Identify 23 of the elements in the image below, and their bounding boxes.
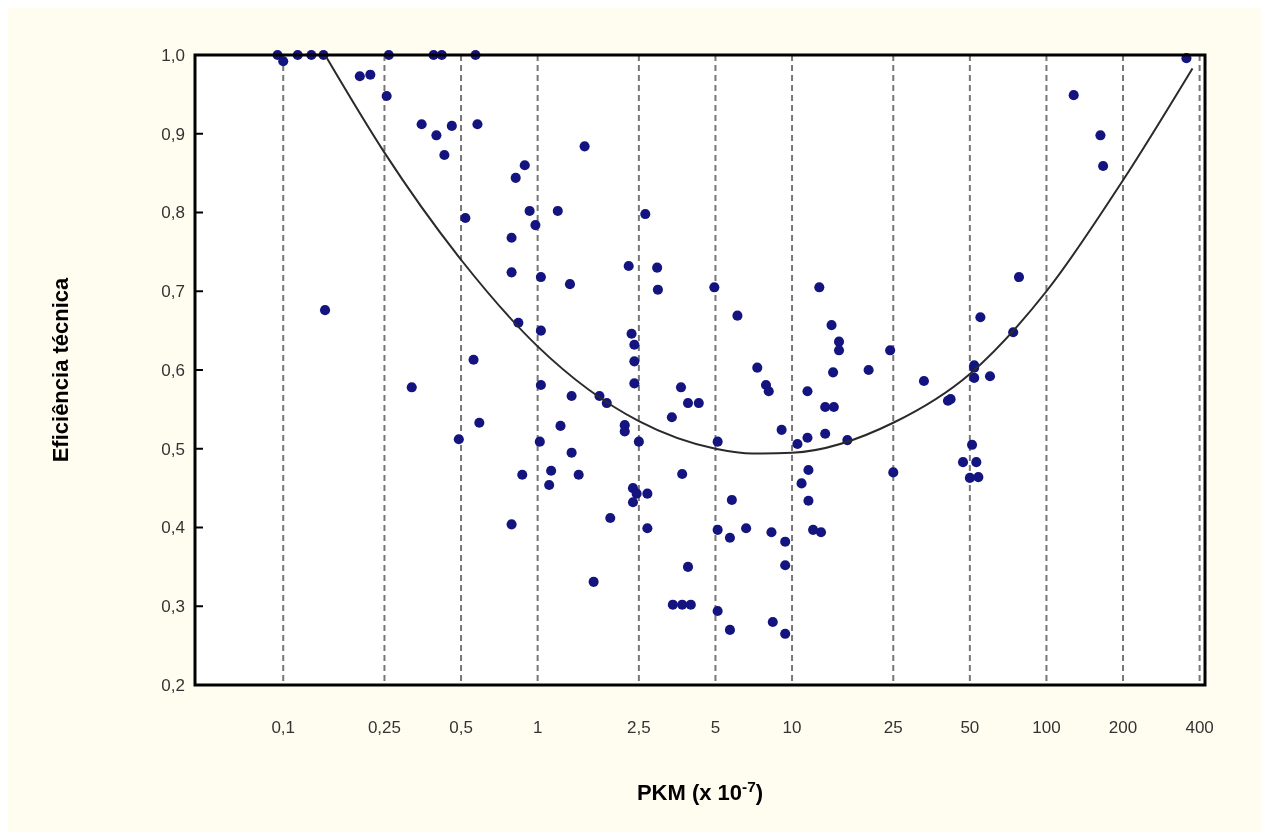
x-tick-label: 200 [1108,718,1138,737]
x-tick-label: 0,5 [449,718,473,737]
y-tick-label: 0,8 [161,203,185,223]
y-tick-label: 0,9 [161,124,185,144]
x-tick-label: 25 [883,718,903,737]
x-tick-label: 400 [1185,718,1214,737]
x-tick-label: 50 [960,718,980,737]
x-tick-label: 100 [1032,718,1061,737]
x-tick-label: 0,25 [367,718,402,737]
y-tick-label: 0,2 [161,675,185,695]
y-tick-label: 0,5 [161,439,185,459]
y-tick-label: 0,6 [161,360,185,380]
x-tick-label: 2,5 [627,718,651,737]
x-tick-label: 0,1 [271,718,296,737]
y-tick-label: 0,3 [161,597,185,617]
y-tick-label: 1,0 [161,45,185,65]
y-tick-label: 0,4 [161,518,185,538]
x-tick-label: 10 [782,718,802,737]
x-axis-title: PKM (x 10$^{-7}$) [636,777,764,805]
y-tick-label: 0,7 [161,282,185,302]
y-axis-title: Eficiência técnica [48,276,73,463]
x-tick-label: 5 [710,718,721,737]
x-tick-label: 1 [532,718,543,737]
